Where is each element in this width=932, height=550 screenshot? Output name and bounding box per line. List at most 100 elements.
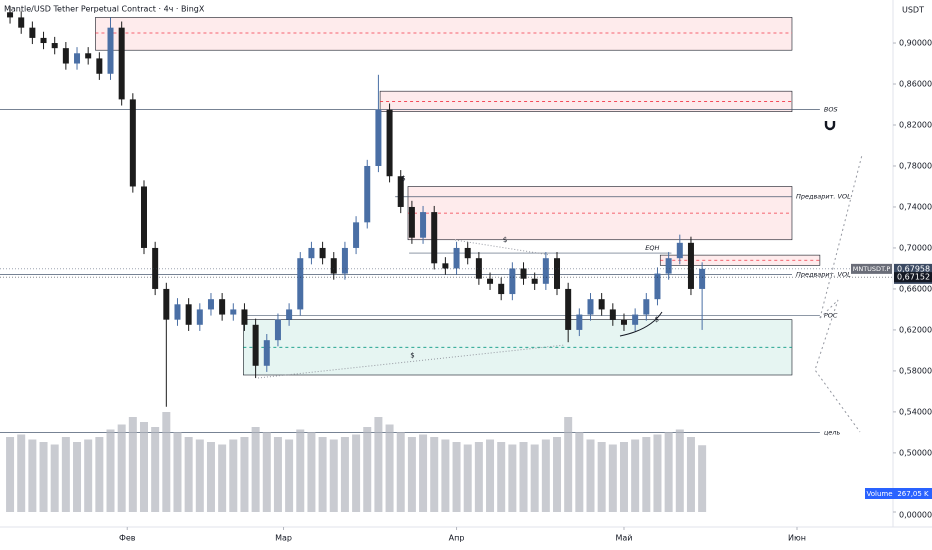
volume-bar xyxy=(407,437,416,512)
candle-body xyxy=(431,212,438,264)
annotation: $ xyxy=(410,352,414,360)
candle-body xyxy=(219,299,226,315)
candle-body xyxy=(140,186,147,248)
candle-body xyxy=(576,314,583,330)
volume-bar xyxy=(61,437,70,512)
volume-bar xyxy=(262,432,271,512)
candle-body xyxy=(29,27,36,38)
candle-body xyxy=(40,37,47,44)
volume-bar xyxy=(318,437,327,512)
volume-bar xyxy=(50,444,59,512)
candle-body xyxy=(598,299,605,310)
volume-bar xyxy=(39,442,48,512)
candle-body xyxy=(386,109,393,177)
volume-name: Volume xyxy=(866,490,892,498)
volume-bar xyxy=(307,432,316,512)
x-tick-label: Мар xyxy=(275,534,292,543)
volume-bar xyxy=(474,442,483,512)
zone xyxy=(243,319,793,376)
candle-body xyxy=(18,17,25,28)
volume-bar xyxy=(340,437,349,512)
volume-bar xyxy=(497,442,506,512)
candle-body xyxy=(687,242,694,289)
volume-bar xyxy=(173,432,182,512)
candle-body xyxy=(174,304,181,320)
x-tick-label: Фев xyxy=(119,534,136,543)
candle-body xyxy=(397,176,404,207)
volume-bar xyxy=(385,424,394,512)
level-label: BOS xyxy=(824,106,838,114)
candle-body xyxy=(230,309,237,315)
candle-body xyxy=(375,109,382,166)
volume-bar xyxy=(430,437,439,512)
level-label: EQH xyxy=(645,244,659,252)
candle-body xyxy=(542,258,549,284)
price-label: 0,67152 xyxy=(897,273,930,282)
candle-body xyxy=(319,247,326,259)
volume-bar xyxy=(117,424,126,512)
candle-body xyxy=(498,283,505,295)
volume-badge xyxy=(865,488,894,499)
candle-body xyxy=(241,309,248,325)
volume-bar xyxy=(229,439,238,512)
liquidity-line xyxy=(454,239,551,256)
candle-body xyxy=(520,268,527,279)
volume-bar xyxy=(273,437,282,512)
candle-body xyxy=(464,247,471,259)
symbol-label: MNTUSDT.P xyxy=(853,265,891,273)
candle-body xyxy=(453,247,460,269)
volume-bar xyxy=(698,445,707,512)
magnet-icon[interactable] xyxy=(824,121,836,131)
candle-body xyxy=(107,27,114,74)
plot-area: BOS Предварит. VOL Предварит. VOL EQH POC цел… xyxy=(0,6,851,512)
volume-bar xyxy=(653,434,662,512)
volume-bar xyxy=(575,432,584,512)
volume-bar xyxy=(553,437,562,512)
candle-body xyxy=(274,319,281,341)
candle-body xyxy=(207,299,214,310)
candle-body xyxy=(308,247,315,259)
candle-body xyxy=(699,268,706,289)
candle-body xyxy=(665,258,672,274)
y-tick-label: 0,74000 xyxy=(899,202,932,211)
volume-bar xyxy=(597,442,606,512)
candle-body xyxy=(74,53,81,64)
candle-body xyxy=(62,48,69,64)
candle-body xyxy=(152,247,159,289)
symbol-box xyxy=(851,263,892,274)
annotation: $ xyxy=(401,174,405,182)
candle-body xyxy=(609,309,616,320)
level-label: POC xyxy=(824,312,838,320)
zone xyxy=(95,17,793,51)
chart-title: Mantle/USD Tether Perpetual Contract · 4… xyxy=(4,5,205,14)
y-tick-label: 0,82000 xyxy=(899,121,932,130)
candle-body xyxy=(531,278,538,284)
candle-body xyxy=(487,278,494,284)
liquidity-line xyxy=(257,344,566,379)
candle-body xyxy=(509,268,516,295)
volume-bar xyxy=(84,439,93,512)
candle-body xyxy=(408,206,415,238)
candle-body xyxy=(196,309,203,325)
price-label: 0,67958 xyxy=(897,264,930,273)
volume-bar xyxy=(441,439,450,512)
candle-body xyxy=(554,258,561,289)
volume-bar xyxy=(251,427,260,512)
candle-body xyxy=(51,43,58,49)
volume-bar xyxy=(541,439,550,512)
y-tick-label: 0,58000 xyxy=(899,366,932,375)
y-tick-label: 0,62000 xyxy=(899,325,932,334)
candle-body xyxy=(286,309,293,320)
x-tick-label: Июн xyxy=(788,534,806,543)
volume-bar xyxy=(419,434,428,512)
candle-body xyxy=(341,247,348,274)
volume-bar xyxy=(128,417,137,512)
level-label: Предварит. VOL xyxy=(796,193,851,201)
volume-bar xyxy=(28,439,37,512)
candle-body xyxy=(565,288,572,330)
volume-bar xyxy=(151,427,160,512)
volume-bar xyxy=(296,429,305,512)
volume-bar xyxy=(329,439,338,512)
volume-value-badge xyxy=(894,488,932,499)
